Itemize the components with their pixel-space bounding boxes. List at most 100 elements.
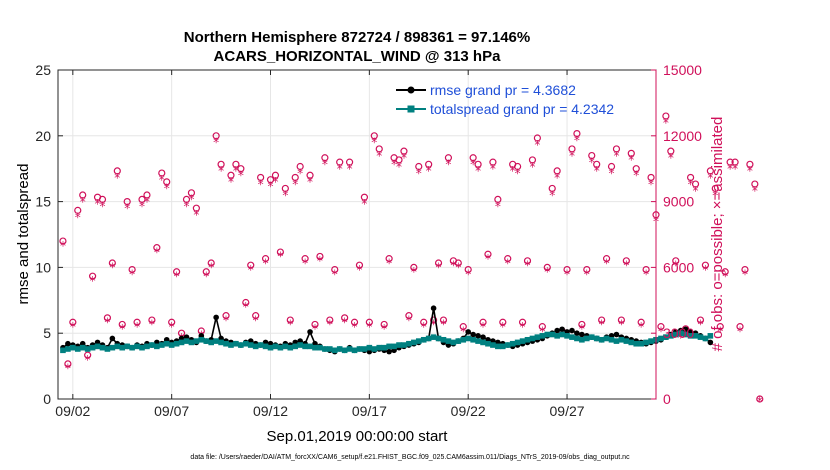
obs-possible-marker	[202, 268, 210, 276]
obs-assimilated-marker: *	[317, 254, 323, 268]
obs-possible-marker	[607, 162, 616, 171]
totalspread-point	[574, 335, 580, 342]
obs-assimilated-marker: *	[450, 259, 456, 273]
obs-assimilated-marker: *	[263, 256, 269, 270]
left-y-axis-label: rmse and totalspread	[15, 164, 32, 305]
obs-possible-marker	[746, 160, 754, 168]
obs-assimilated-marker: *	[549, 188, 555, 202]
obs-assimilated-marker: *	[574, 133, 580, 147]
obs-possible-marker	[113, 167, 121, 175]
obs-assimilated-marker: *	[648, 177, 654, 191]
obs-assimilated-marker: *	[702, 263, 708, 277]
totalspread-point	[470, 336, 476, 343]
obs-possible-marker	[395, 156, 403, 164]
rmse-point	[470, 331, 476, 338]
obs-assimilated-marker: *	[421, 320, 427, 334]
totalspread-point	[272, 343, 279, 350]
totalspread-point	[495, 343, 501, 350]
obs-possible-marker	[405, 312, 413, 320]
obs-assimilated-marker: *	[465, 267, 471, 281]
obs-possible-marker	[153, 244, 161, 252]
obs-assimilated-marker: *	[248, 263, 254, 277]
obs-assimilated-marker: *	[312, 322, 318, 336]
totalspread-point	[163, 340, 170, 347]
obs-assimilated-marker: *	[322, 158, 328, 172]
totalspread-point	[608, 336, 615, 343]
obs-assimilated-marker: *	[258, 177, 264, 191]
obs-assimilated-marker: *	[480, 320, 486, 334]
totalspread-point	[430, 334, 437, 340]
totalspread-point	[65, 346, 71, 352]
obs-assimilated-marker: *	[534, 138, 540, 152]
totalspread-point	[519, 338, 526, 344]
obs-assimilated-marker: *	[693, 184, 699, 198]
obs-assimilated-marker: *	[60, 239, 66, 253]
chart-title-line1: Northern Hemisphere 872724 / 898361 = 97…	[184, 29, 530, 46]
totalspread-point	[267, 344, 274, 351]
totalspread-point	[282, 343, 289, 350]
totalspread-point	[475, 338, 481, 344]
totalspread-point	[233, 340, 239, 347]
obs-assimilated-marker: *	[188, 193, 194, 207]
obs-assimilated-marker: *	[307, 175, 313, 189]
obs-possible-marker	[326, 316, 334, 324]
obs-assimilated-marker: *	[673, 259, 679, 273]
totalspread-point	[504, 342, 511, 348]
rmse-point	[682, 326, 689, 333]
totalspread-point	[109, 344, 116, 351]
totalspread-point	[406, 340, 412, 347]
obs-possible-marker	[533, 134, 541, 142]
obs-assimilated-marker: *	[70, 320, 76, 334]
x-tick-label: 09/02	[55, 403, 90, 419]
totalspread-point	[60, 347, 66, 354]
totalspread-point	[677, 330, 684, 336]
legend-totalspread-marker	[407, 105, 415, 113]
obs-possible-marker	[593, 160, 601, 168]
obs-assimilated-marker: *	[752, 184, 758, 198]
obs-possible-marker	[484, 250, 492, 258]
obs-possible-marker	[64, 360, 72, 368]
obs-assimilated-marker: *	[381, 322, 387, 336]
obs-possible-marker	[281, 184, 289, 193]
obs-assimilated-marker: *	[90, 274, 96, 288]
obs-assimilated-marker: *	[159, 173, 165, 187]
obs-assimilated-marker: *	[569, 149, 575, 163]
obs-possible-marker	[415, 162, 423, 171]
obs-assimilated-marker: *	[144, 195, 150, 209]
totalspread-point	[648, 338, 654, 344]
rmse-point	[579, 331, 585, 338]
obs-possible-marker	[321, 154, 329, 162]
totalspread-point	[257, 342, 264, 348]
obs-assimilated-marker: *	[564, 267, 570, 281]
obs-assimilated-marker: *	[104, 316, 110, 330]
obs-assimilated-marker: *	[599, 318, 605, 332]
obs-possible-marker	[583, 265, 591, 274]
obs-assimilated-marker: *	[386, 256, 392, 270]
totalspread-point	[144, 343, 150, 350]
obs-possible-marker	[430, 316, 438, 324]
x-tick-label: 09/07	[154, 403, 189, 419]
obs-possible-marker	[528, 156, 537, 164]
obs-assimilated-marker: *	[525, 259, 531, 273]
obs-possible-marker	[598, 316, 606, 324]
rmse-point	[554, 327, 560, 334]
obs-assimilated-marker: *	[618, 318, 624, 332]
totalspread-point	[307, 343, 313, 350]
obs-assimilated-marker: *	[520, 320, 526, 334]
obs-assimilated-marker: *	[228, 175, 234, 189]
obs-possible-marker	[217, 160, 225, 168]
obs-assimilated-marker: *	[193, 208, 199, 222]
obs-possible-marker	[667, 147, 675, 155]
obs-possible-marker	[751, 180, 759, 188]
left-y-tick-label: 10	[35, 259, 51, 275]
totalspread-point	[534, 334, 541, 340]
right-y-tick-label: 6000	[663, 259, 694, 275]
obs-assimilated-marker: *	[119, 322, 125, 336]
obs-possible-marker	[227, 171, 235, 179]
totalspread-point	[134, 343, 140, 350]
obs-assimilated-marker: *	[539, 324, 545, 338]
obs-possible-marker	[163, 178, 171, 186]
obs-assimilated-marker: *	[238, 169, 244, 183]
obs-possible-marker	[514, 162, 522, 171]
right-y-tick-label: 3000	[663, 325, 694, 341]
